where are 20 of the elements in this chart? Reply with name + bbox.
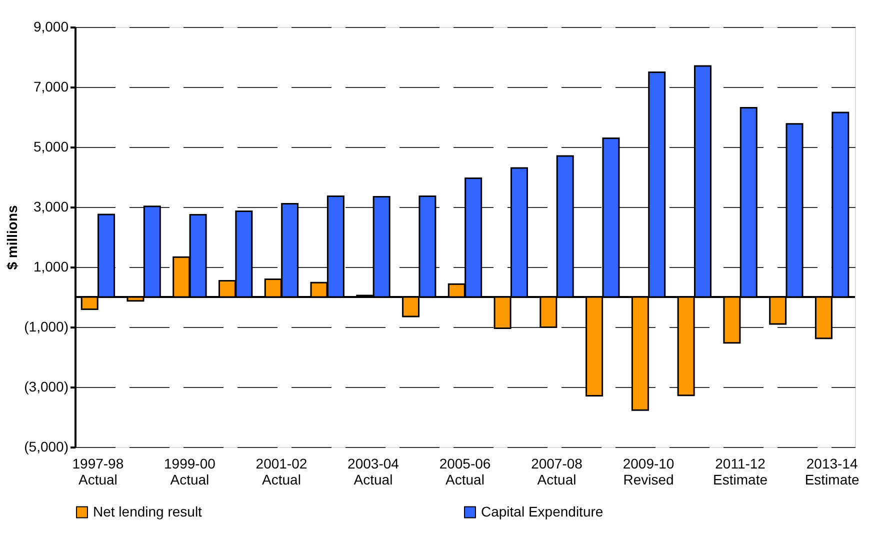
x-tick-label: 2009-10 Revised: [622, 456, 674, 488]
y-tick-label: 9,000: [33, 18, 69, 34]
y-tick-label: 3,000: [33, 198, 69, 214]
x-tick-label: 1999-00 Actual: [164, 456, 216, 488]
y-tick-label: (3,000): [24, 378, 68, 394]
x-tick-label: 2005-06 Actual: [439, 456, 491, 488]
x-tick-label: 2013-14 Estimate: [804, 456, 860, 488]
y-axis-title: $ millions: [4, 205, 20, 270]
y-tick-label: (1,000): [24, 318, 68, 334]
y-tick-label: 7,000: [33, 78, 69, 94]
x-tick-label: 2001-02 Actual: [256, 456, 308, 488]
x-tick-label: 2011-12 Estimate: [713, 456, 768, 488]
y-tick-label: 1,000: [33, 258, 69, 274]
x-tick-label: 2003-04 Actual: [348, 456, 400, 488]
y-tick-label: (5,000): [24, 438, 68, 454]
legend-label: Net lending result: [93, 503, 202, 520]
y-tick-label: 5,000: [33, 138, 69, 154]
x-tick-label: 1997-98 Actual: [72, 456, 124, 488]
legend-label: Capital Expenditure: [481, 503, 604, 520]
x-tick-label: 2007-08 Actual: [531, 456, 583, 488]
